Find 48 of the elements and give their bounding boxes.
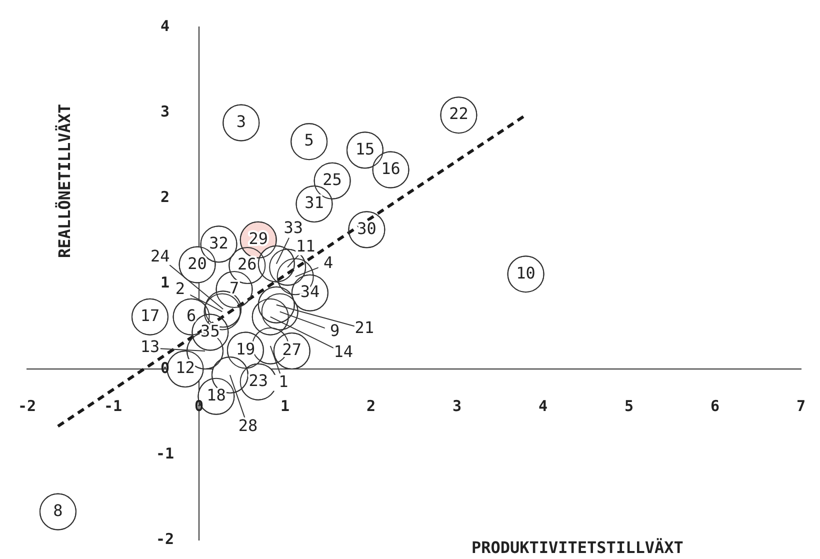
annotation: 9 — [330, 320, 340, 340]
annotation: 12 — [176, 358, 195, 378]
annotation: 30 — [357, 218, 376, 238]
annotation: 18 — [206, 386, 226, 405]
annotation: 5 — [304, 130, 314, 150]
y-tick-label: 1 — [160, 273, 170, 292]
x-tick-label: 6 — [710, 396, 720, 415]
annotation: 31 — [304, 193, 324, 212]
annotation: 25 — [322, 170, 342, 190]
annotation: 8 — [53, 500, 63, 520]
x-tick-label: 7 — [796, 396, 806, 415]
annotation: 34 — [300, 282, 320, 302]
x-tick-label: 5 — [624, 396, 634, 415]
annotation: 13 — [140, 337, 160, 356]
x-tick-label: -1 — [104, 396, 122, 415]
annotation: 4 — [324, 252, 334, 272]
x-tick-label: 4 — [538, 396, 548, 415]
annotation: 22 — [449, 104, 468, 124]
annotation: 11 — [296, 236, 316, 256]
annotation: 29 — [248, 229, 268, 248]
annotation: 33 — [284, 218, 304, 237]
annotation: 17 — [140, 306, 160, 325]
x-tick-label: 3 — [452, 396, 462, 415]
y-tick-label: -2 — [156, 530, 174, 548]
annotation: 7 — [229, 278, 240, 298]
annotation: 10 — [516, 263, 536, 282]
annotation: 32 — [209, 233, 228, 252]
y-axis-title: REALLÖNETILLVÄXT — [55, 104, 74, 258]
annotation: 24 — [150, 246, 170, 266]
annotation: 1 — [278, 372, 288, 392]
x-tick-label: 1 — [280, 396, 290, 415]
y-tick-label: -1 — [156, 444, 174, 462]
annotation: 6 — [186, 306, 196, 325]
annotation: 23 — [248, 370, 268, 390]
annotation: 16 — [381, 158, 400, 178]
x-tick-label: 2 — [366, 396, 376, 415]
annotation: 28 — [238, 416, 258, 436]
y-tick-label: 4 — [160, 16, 170, 35]
y-tick-label: 3 — [160, 102, 170, 120]
annotation: 3 — [236, 112, 246, 131]
x-axis-title: PRODUKTIVITETSTILLVÄXT — [471, 538, 684, 558]
annotation: 26 — [238, 254, 257, 274]
y-tick-label: 2 — [160, 188, 170, 206]
annotation: 15 — [355, 139, 375, 158]
annotation: 20 — [188, 254, 207, 273]
x-tick-label: -2 — [18, 396, 36, 415]
annotation: 21 — [354, 318, 374, 338]
annotation: 14 — [334, 342, 354, 361]
